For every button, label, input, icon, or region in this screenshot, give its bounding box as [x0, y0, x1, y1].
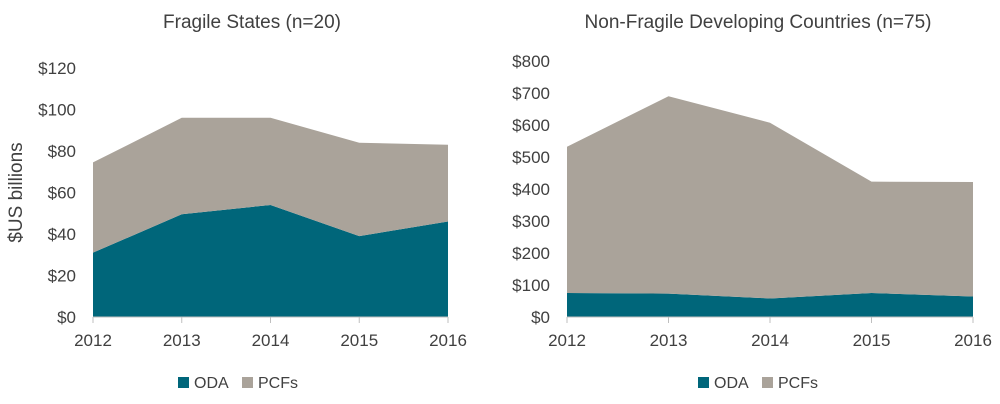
x-tick-label: 2015 [853, 331, 891, 350]
y-tick-label: $200 [512, 244, 550, 263]
area-series-oda [93, 204, 448, 317]
x-tick-label: 2014 [252, 331, 290, 350]
y-tick-label: $300 [512, 212, 550, 231]
y-tick-label: $120 [38, 59, 76, 78]
y-tick-label: $0 [531, 308, 550, 327]
legend-swatch-oda [178, 377, 189, 388]
legend-label-pcfs: PCFs [258, 375, 298, 392]
x-tick-label: 2013 [650, 331, 688, 350]
y-tick-label: $80 [48, 142, 76, 161]
area-series-oda [567, 293, 973, 317]
chart-title: Fragile States (n=20) [163, 12, 341, 33]
x-tick-label: 2013 [163, 331, 201, 350]
legend-label-pcfs: PCFs [778, 375, 818, 392]
y-tick-label: $600 [512, 116, 550, 135]
y-tick-label: $500 [512, 148, 550, 167]
y-tick-label: $60 [48, 184, 76, 203]
x-tick-label: 2014 [751, 331, 789, 350]
y-tick-label: $40 [48, 225, 76, 244]
chart-1: Fragile States (n=20) 2012 2013 2014 2015 201… [6, 12, 467, 392]
legend-swatch-oda [698, 377, 709, 388]
y-tick-label: $700 [512, 84, 550, 103]
chart-2: Non-Fragile Developing Countries (n=75) 2… [512, 12, 992, 392]
y-tick-label: $800 [512, 52, 550, 71]
x-tick-label: 2012 [548, 331, 586, 350]
y-tick-label: $0 [57, 308, 76, 327]
area-series-pcfs [93, 117, 448, 253]
x-tick-label: 2016 [954, 331, 992, 350]
y-tick-label: $400 [512, 180, 550, 199]
y-tick-label: $20 [48, 267, 76, 286]
y-tick-label: $100 [38, 101, 76, 120]
legend-swatch-pcfs [242, 377, 253, 388]
legend-label-oda: ODA [194, 375, 229, 392]
y-axis-label: $US billions [6, 142, 27, 242]
chart-title: Non-Fragile Developing Countries (n=75) [585, 12, 932, 33]
legend-swatch-pcfs [762, 377, 773, 388]
area-series-pcfs [567, 96, 973, 299]
x-tick-label: 2016 [429, 331, 467, 350]
x-tick-label: 2012 [74, 331, 112, 350]
legend-label-oda: ODA [714, 375, 749, 392]
y-tick-label: $100 [512, 276, 550, 295]
x-tick-label: 2015 [340, 331, 378, 350]
